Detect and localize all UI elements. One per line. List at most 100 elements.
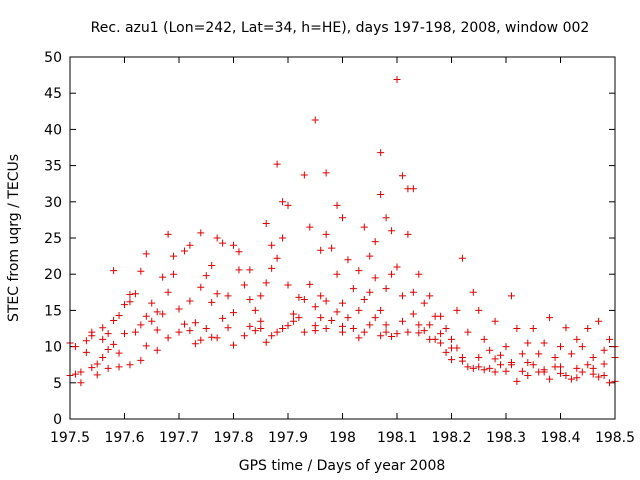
data-point-marker [486, 364, 494, 372]
data-point-marker [295, 314, 303, 322]
data-point-marker [551, 353, 559, 361]
data-point-marker [213, 334, 221, 342]
data-point-marker [480, 366, 488, 374]
x-tick-label: 198.2 [431, 430, 471, 446]
y-tick-label: 50 [44, 50, 62, 66]
data-point-marker [104, 330, 112, 338]
data-point-marker [442, 325, 450, 332]
data-point-marker [491, 368, 499, 376]
data-point-marker [213, 290, 221, 298]
data-point-marker [366, 321, 374, 329]
x-tick-label: 197.8 [213, 430, 253, 446]
y-tick-label: 30 [44, 195, 62, 211]
chart-title: Rec. azu1 (Lon=242, Lat=34, h=HE), days … [91, 20, 590, 36]
data-point-marker [420, 327, 428, 335]
data-point-marker [240, 332, 248, 340]
data-point-marker [469, 288, 477, 296]
data-point-marker [600, 346, 608, 354]
data-point-marker [235, 266, 243, 274]
data-point-marker [349, 285, 357, 293]
data-point-marker [540, 339, 548, 347]
data-point-marker [121, 330, 128, 338]
data-point-marker [82, 337, 90, 345]
data-point-marker [284, 201, 292, 209]
data-point-marker [251, 327, 259, 335]
data-point-marker [540, 368, 548, 376]
data-point-marker [170, 252, 178, 260]
data-point-marker [524, 359, 532, 367]
y-tick-label: 15 [44, 303, 62, 319]
data-point-marker [567, 375, 575, 383]
x-tick-label: 197.5 [50, 430, 90, 446]
data-point-marker [142, 312, 150, 320]
data-point-marker [371, 314, 379, 322]
data-point-marker [573, 364, 581, 372]
data-point-marker [126, 298, 134, 306]
data-point-marker [567, 350, 575, 358]
data-point-marker [448, 356, 455, 364]
x-tick-label: 197.9 [268, 430, 308, 446]
data-point-marker [562, 324, 570, 332]
data-point-marker [606, 379, 614, 387]
data-point-marker [295, 293, 303, 301]
data-point-marker [137, 267, 145, 275]
data-point-marker [595, 317, 603, 325]
data-point-marker [393, 263, 401, 271]
data-point-marker [486, 346, 494, 354]
data-point-marker [573, 374, 581, 382]
data-point-marker [268, 332, 276, 340]
x-tick-label: 198.3 [486, 430, 526, 446]
data-point-marker [562, 372, 570, 380]
data-point-marker [578, 368, 586, 376]
data-point-marker [251, 306, 259, 314]
data-point-marker [300, 328, 308, 336]
data-point-marker [104, 345, 112, 353]
data-point-marker [246, 296, 254, 304]
data-point-marker [159, 273, 167, 281]
x-tick-label: 198 [329, 430, 356, 446]
data-point-marker [475, 306, 483, 314]
data-point-marker [475, 363, 483, 371]
data-point-marker [529, 361, 537, 369]
data-point-marker [235, 248, 243, 256]
data-point-marker [371, 274, 379, 282]
data-point-marker [415, 321, 423, 329]
data-point-marker [377, 149, 385, 157]
data-point-marker [393, 330, 401, 338]
data-point-marker [197, 229, 205, 237]
data-point-marker [333, 270, 341, 278]
data-point-marker [317, 314, 325, 322]
data-point-marker [219, 239, 227, 247]
data-point-marker [219, 314, 227, 322]
data-point-marker [137, 356, 145, 364]
data-point-marker [191, 319, 199, 327]
data-point-marker [557, 369, 564, 377]
data-point-marker [137, 321, 145, 329]
data-point-marker [480, 335, 488, 343]
data-point-marker [77, 368, 85, 376]
y-axis-label: STEC from uqrg / TECUs [6, 154, 22, 322]
data-point-marker [322, 297, 330, 305]
data-point-marker [186, 327, 194, 335]
data-point-marker [202, 272, 210, 280]
data-point-marker [349, 325, 357, 332]
data-point-marker [121, 301, 128, 309]
x-tick-label: 198.5 [595, 430, 635, 446]
data-point-marker [409, 185, 417, 193]
data-point-marker [164, 288, 172, 296]
data-point-marker [197, 283, 205, 291]
y-tick-label: 10 [44, 340, 62, 356]
data-point-marker [99, 324, 107, 332]
data-point-marker [93, 371, 101, 379]
data-point-marker [246, 322, 254, 330]
data-point-marker [589, 364, 597, 372]
data-point-marker [529, 325, 537, 332]
data-point-marker [164, 334, 172, 342]
data-point-marker [328, 244, 336, 252]
data-point-marker [268, 264, 276, 272]
data-point-marker [497, 351, 505, 359]
data-point-marker [366, 252, 374, 260]
x-tick-label: 198.4 [540, 430, 580, 446]
data-point-marker [99, 335, 107, 343]
